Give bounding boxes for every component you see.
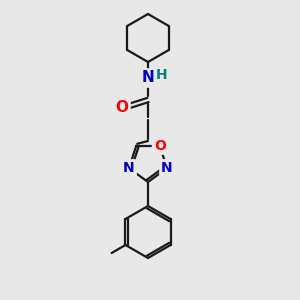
Text: N: N bbox=[123, 161, 135, 175]
Text: N: N bbox=[142, 70, 154, 86]
Text: H: H bbox=[156, 68, 168, 82]
Text: O: O bbox=[116, 100, 128, 115]
Text: O: O bbox=[154, 139, 166, 153]
Text: N: N bbox=[161, 161, 173, 175]
